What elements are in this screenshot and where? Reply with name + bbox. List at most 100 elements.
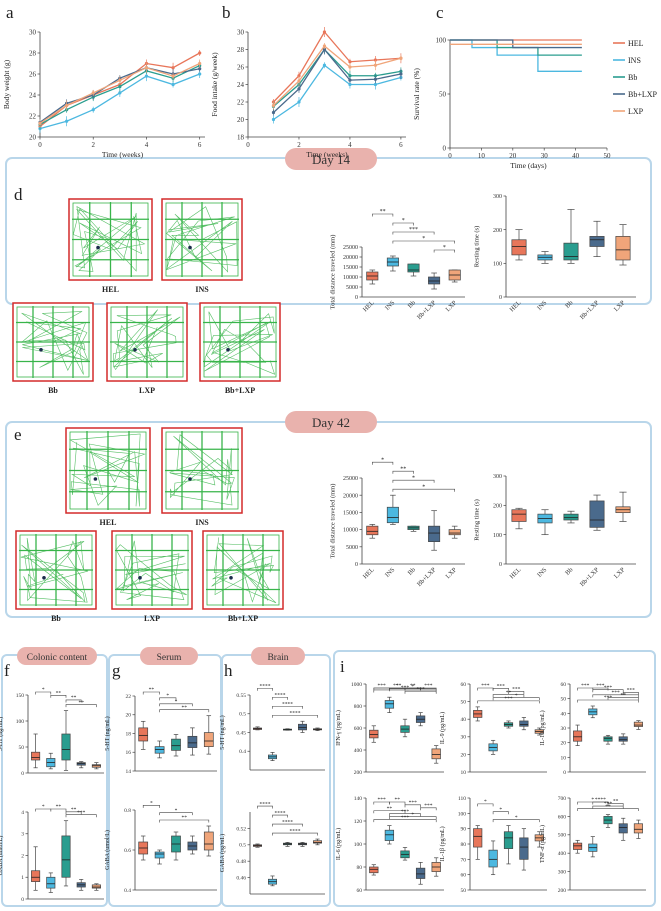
y-tick-label: 15000 [343, 511, 358, 517]
arena-label: HEL [102, 285, 119, 294]
significance-bracket [392, 488, 455, 492]
y-tick-label: 20000 [343, 493, 358, 499]
category-label: INS [536, 299, 549, 312]
y-axis-label: Survival rate (%) [412, 68, 421, 120]
movement-track [115, 540, 187, 600]
y-tick-label: 80 [357, 865, 363, 871]
y-axis-label: IL-6 (pg/mL) [335, 828, 342, 860]
significance-label: *** [401, 815, 410, 821]
y-tick-label: 800 [354, 704, 363, 710]
y-tick-label: 20 [561, 741, 567, 747]
box-Bb [503, 831, 514, 849]
y-tick-label: 1000 [351, 682, 362, 688]
y-tick-label: 200 [493, 503, 502, 509]
y-tick-label: 30 [29, 28, 37, 36]
significance-label: *** [627, 687, 636, 693]
significance-label: *** [512, 687, 521, 693]
significance-bracket [389, 816, 437, 820]
box-LXP [313, 840, 322, 844]
data-point [373, 82, 378, 87]
movement-track [72, 206, 146, 272]
significance-label: **** [275, 692, 286, 698]
significance-bracket [272, 696, 288, 700]
arena-label: Bb [48, 386, 58, 395]
y-tick-label: 0.55 [236, 693, 246, 699]
y-tick-label: 60 [561, 682, 567, 688]
y-tick-label: 40 [461, 717, 467, 723]
legend-label-LXP: LXP [628, 107, 644, 116]
significance-label: ** [380, 209, 386, 215]
x-tick-label: 0 [38, 141, 42, 149]
significance-bracket [372, 461, 394, 465]
significance-label: *** [581, 683, 590, 689]
significance-bracket [404, 804, 421, 808]
x-tick-label: 4 [348, 141, 352, 149]
significance-label: *** [424, 803, 433, 809]
significance-label: * [396, 683, 399, 689]
survival-curve-INS [450, 39, 582, 72]
significance-label: ** [410, 683, 416, 689]
significance-label: *** [504, 696, 513, 702]
y-tick-label: 0.6 [124, 848, 131, 854]
y-tick-label: 50 [461, 700, 467, 706]
box-INS [386, 506, 399, 524]
significance-label: *** [377, 683, 386, 689]
significance-bracket [592, 694, 639, 698]
y-tick-label: 0.5 [239, 843, 246, 849]
significance-label: * [422, 236, 425, 242]
x-tick-label: 50 [604, 152, 612, 160]
y-tick-label: 0.4 [124, 888, 131, 894]
box-Bb+LXP [428, 525, 441, 542]
legend-label-Bb+LXP: Bb+LXP [628, 90, 658, 99]
arena-HEL: HEL [68, 198, 153, 294]
significance-bracket [404, 690, 437, 694]
arena-label: Bb [51, 614, 61, 623]
data-point [198, 51, 202, 55]
y-tick-label: 700 [558, 796, 567, 802]
box-HEL [369, 729, 379, 739]
significance-bracket [50, 695, 67, 698]
y-tick-label: 0 [355, 295, 358, 301]
significance-label: **** [275, 810, 286, 816]
category-label: Bb+LXP [416, 566, 438, 588]
category-label: LXP [444, 299, 458, 313]
y-tick-label: 26 [29, 70, 37, 78]
significance-label: *** [497, 683, 506, 689]
y-tick-label: 0 [499, 295, 502, 301]
significance-label: **** [290, 828, 301, 834]
category-label: INS [536, 566, 549, 579]
panel-letter-h: h [224, 661, 233, 680]
y-tick-label: 16 [126, 750, 132, 756]
panel-letter-a: a [6, 3, 14, 22]
wall-track [69, 431, 147, 510]
x-tick-label: 6 [399, 141, 403, 149]
significance-bracket [35, 691, 52, 695]
significance-bracket [272, 714, 318, 718]
significance-label: *** [416, 686, 425, 692]
y-tick-label: 120 [354, 819, 363, 825]
significance-bracket [607, 697, 639, 700]
y-tick-label: 0 [355, 562, 358, 568]
movement-track [69, 433, 146, 507]
significance-label: * [150, 801, 153, 807]
wall-track [203, 306, 277, 378]
significance-label: ** [78, 700, 84, 706]
y-tick-label: 25000 [343, 245, 358, 251]
y-tick-label: 300 [558, 870, 567, 876]
significance-bracket [392, 470, 414, 474]
day14-pill [285, 148, 377, 170]
category-label: LXP [444, 566, 458, 580]
box-INS [384, 829, 395, 841]
significance-bracket [65, 704, 97, 708]
arena-INS: INS [161, 198, 243, 294]
y-axis-label: GABA (umol/L) [0, 836, 4, 876]
y-tick-label: 24 [29, 91, 37, 99]
significance-bracket [492, 819, 540, 823]
series-line-Bb+LXP [273, 48, 402, 113]
y-axis-label: IL-1β (pg/mL) [439, 826, 446, 861]
y-tick-label: 100 [16, 719, 25, 725]
significance-label: * [381, 457, 384, 463]
data-point [322, 44, 327, 48]
significance-label: * [411, 812, 414, 818]
significance-bracket [65, 811, 82, 815]
